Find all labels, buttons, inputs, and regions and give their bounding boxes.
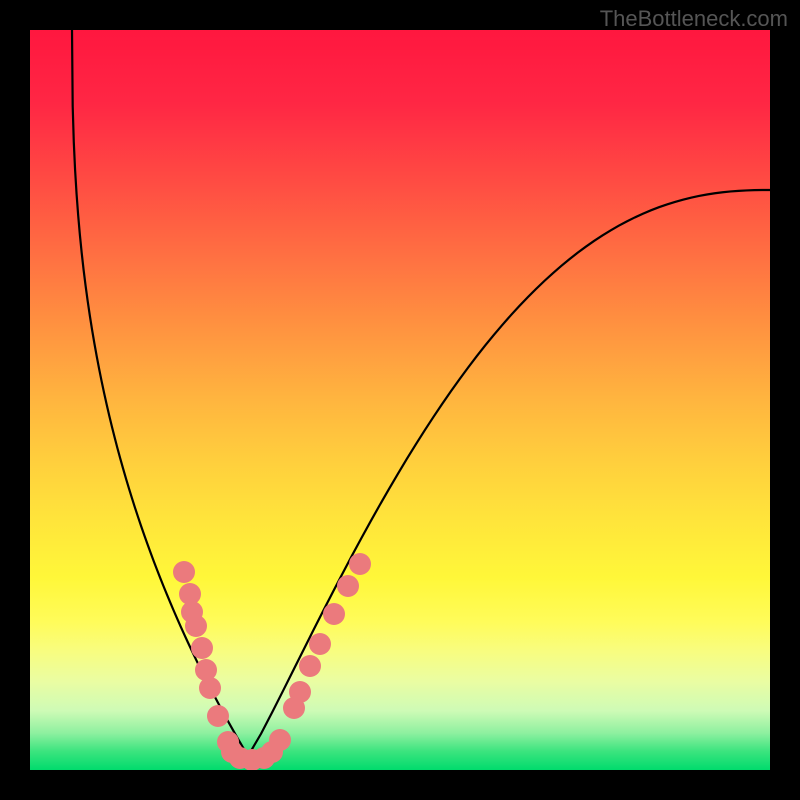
watermark-text: TheBottleneck.com bbox=[600, 6, 788, 32]
data-marker bbox=[349, 553, 371, 575]
chart-root: TheBottleneck.com bbox=[0, 0, 800, 800]
data-marker bbox=[299, 655, 321, 677]
data-marker bbox=[185, 615, 207, 637]
data-marker bbox=[207, 705, 229, 727]
data-marker bbox=[309, 633, 331, 655]
data-marker bbox=[199, 677, 221, 699]
data-marker bbox=[191, 637, 213, 659]
chart-background bbox=[30, 30, 770, 770]
data-marker bbox=[337, 575, 359, 597]
bottleneck-chart-svg bbox=[0, 0, 800, 800]
data-marker bbox=[269, 729, 291, 751]
data-marker bbox=[289, 681, 311, 703]
data-marker bbox=[323, 603, 345, 625]
data-marker bbox=[173, 561, 195, 583]
